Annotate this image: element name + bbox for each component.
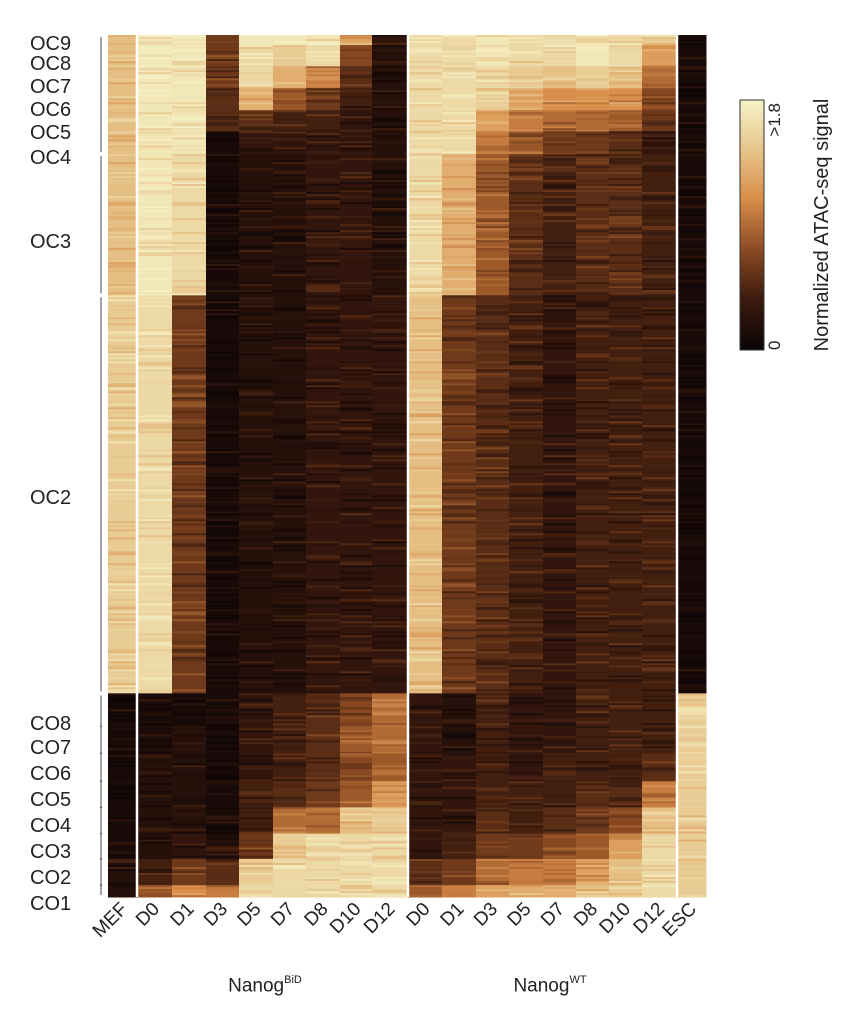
heatmap-cell-oc3-2 — [172, 154, 207, 296]
cluster-label-co7: CO7 — [30, 737, 71, 759]
heatmap-cell-oc6-10 — [442, 88, 477, 110]
heatmap-cell-oc9-3 — [206, 35, 240, 46]
column-label-8: D12 — [360, 899, 399, 938]
heatmap-cell-oc2-10 — [442, 295, 477, 694]
heatmap-cell-oc2-16 — [642, 295, 678, 694]
group-label-nanog-wt: NanogWT — [470, 975, 630, 997]
cluster-label-co8: CO8 — [30, 713, 71, 735]
heatmap-cell-co8-8 — [372, 693, 409, 726]
group-label-nanog-bid-text: Nanog — [228, 975, 284, 996]
column-label-15: D10 — [596, 899, 635, 938]
heatmap-cell-co1-10 — [442, 885, 477, 897]
group-label-nanog-wt-text: Nanog — [513, 975, 569, 996]
heatmap-cell-oc5-7 — [340, 110, 373, 132]
heatmap-cell-oc9-9 — [408, 35, 443, 46]
heatmap-cell-oc6-13 — [543, 88, 577, 110]
heatmap-cell-co5-17 — [677, 781, 707, 808]
heatmap-cell-oc3-0 — [108, 154, 138, 296]
column-label-9: D0 — [403, 899, 435, 931]
column-label-1: D0 — [132, 899, 164, 931]
cluster-label-oc5: OC5 — [30, 122, 71, 144]
heatmap-cell-co3-8 — [372, 834, 409, 860]
cluster-bracket — [100, 37, 102, 895]
group-label-nanog-bid-sup: BiD — [284, 974, 302, 986]
heatmap-cell-oc7-15 — [609, 66, 643, 88]
heatmap-cell-co7-13 — [543, 726, 577, 754]
cluster-label-co3: CO3 — [30, 841, 71, 863]
heatmap-cell-co4-6 — [306, 807, 341, 834]
heatmap-cell-co3-14 — [576, 834, 610, 860]
cluster-label-co5: CO5 — [30, 789, 71, 811]
cluster-label-oc7: OC7 — [30, 76, 71, 98]
heatmap-cell-co5-2 — [172, 781, 207, 808]
heatmap-cell-oc8-12 — [509, 45, 544, 67]
heatmap-cell-co5-1 — [137, 781, 173, 808]
heatmap-cell-co7-9 — [408, 726, 443, 754]
cluster-label-co6: CO6 — [30, 763, 71, 785]
heatmap-cell-oc3-10 — [442, 154, 477, 296]
cluster-label-co4: CO4 — [30, 815, 71, 837]
heatmap-cell-oc2-8 — [372, 295, 409, 694]
heatmap-cell-oc3-6 — [306, 154, 341, 296]
column-label-10: D1 — [437, 899, 469, 931]
column-label-2: D1 — [167, 899, 199, 931]
heatmap-cell-oc8-11 — [476, 45, 510, 67]
heatmap-cell-oc6-14 — [576, 88, 610, 110]
cluster-label-oc8: OC8 — [30, 53, 71, 75]
cluster-label-oc4: OC4 — [30, 147, 71, 169]
cluster-label-oc2: OC2 — [30, 487, 71, 509]
heatmap-cell-oc8-17 — [677, 45, 707, 67]
heatmap-cell-oc4-3 — [206, 131, 240, 154]
column-label-7: D10 — [326, 899, 365, 938]
heatmap-cell-oc2-2 — [172, 295, 207, 694]
colorbar-axis-label: Normalized ATAC-seq signal — [811, 99, 833, 352]
cluster-label-oc3: OC3 — [30, 231, 71, 253]
heatmap-cell-co3-0 — [108, 834, 138, 860]
cluster-label-oc9: OC9 — [30, 33, 71, 55]
colorbar-min-label: 0 — [765, 341, 784, 350]
heatmap-cell-co3-4 — [239, 834, 274, 860]
heatmap-cell-oc5-5 — [273, 110, 307, 132]
group-label-nanog-wt-sup: WT — [569, 974, 586, 986]
heatmap-cell-oc7-9 — [408, 66, 443, 88]
heatmap-cell-oc8-7 — [340, 45, 373, 67]
heatmap-cell-oc4-0 — [108, 131, 138, 154]
heatmap-cell-co2-6 — [306, 859, 341, 886]
group-label-nanog-bid: NanogBiD — [190, 975, 340, 997]
heatmap-cell-co7-8 — [372, 726, 409, 754]
heatmap-cell-co4-5 — [273, 807, 307, 834]
column-label-12: D5 — [504, 899, 536, 931]
heatmap-cell-oc3-9 — [408, 154, 443, 296]
cluster-label-oc6: OC6 — [30, 99, 71, 121]
heatmap-cell-oc5-6 — [306, 110, 341, 132]
column-label-0: MEF — [89, 899, 132, 942]
heatmap-cell-co3-10 — [442, 834, 477, 860]
heatmap-cell-oc6-15 — [609, 88, 643, 110]
column-label-4: D5 — [234, 899, 266, 931]
heatmap-cell-oc5-3 — [206, 110, 240, 132]
column-label-5: D7 — [267, 899, 299, 931]
cluster-label-co2: CO2 — [30, 867, 71, 889]
heatmap-cell-oc6-3 — [206, 88, 240, 110]
cluster-label-co1: CO1 — [30, 893, 71, 915]
heatmap-cell-oc6-11 — [476, 88, 510, 110]
column-label-3: D3 — [200, 899, 232, 931]
heatmap-cell-co5-6 — [306, 781, 341, 808]
colorbar-max-label: >1.8 — [765, 103, 784, 137]
column-label-13: D7 — [537, 899, 569, 931]
heatmap-cell-oc8-5 — [273, 45, 307, 67]
heatmap-cell-co6-8 — [372, 753, 409, 781]
heatmap-cell-oc2-5 — [273, 295, 307, 694]
column-label-11: D3 — [470, 899, 502, 931]
heatmap-cell-oc9-12 — [509, 35, 544, 46]
heatmap-cell-oc5-17 — [677, 110, 707, 132]
column-label-17: ESC — [659, 899, 701, 941]
heatmap-cell-oc3-4 — [239, 154, 274, 296]
colorbar-rect — [740, 100, 764, 350]
